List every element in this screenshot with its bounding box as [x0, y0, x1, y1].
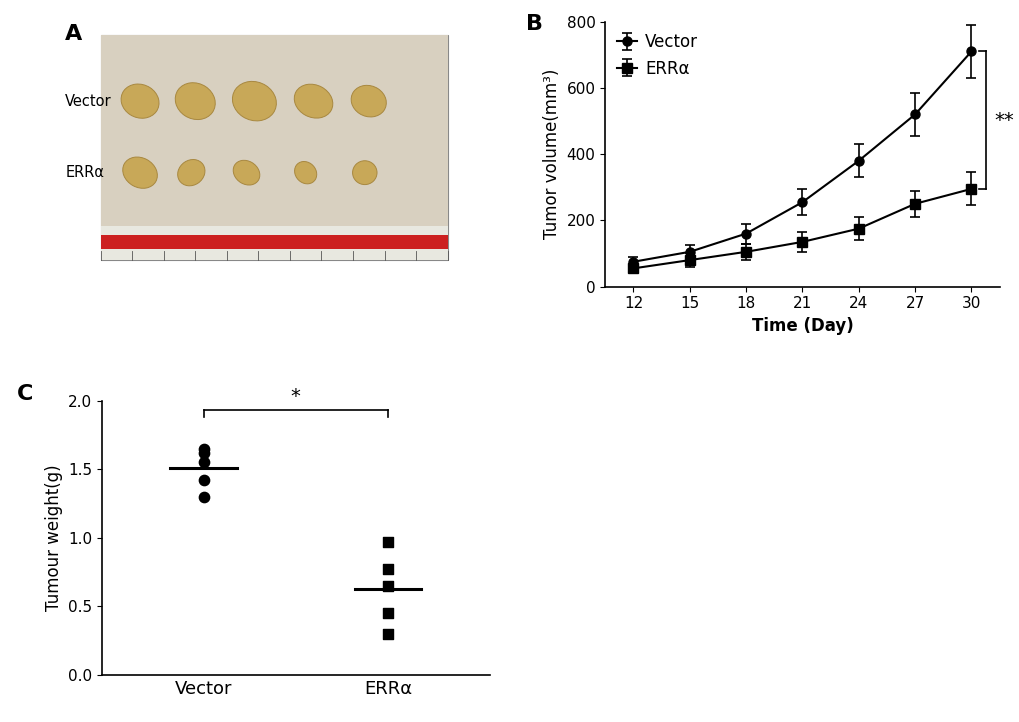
Ellipse shape: [233, 160, 259, 186]
Y-axis label: Tumor volume(mm³): Tumor volume(mm³): [542, 69, 560, 239]
Text: *: *: [290, 387, 301, 406]
Point: [196, 456, 212, 468]
Point: [379, 580, 395, 592]
Ellipse shape: [177, 160, 205, 186]
Text: A: A: [65, 25, 83, 44]
Text: C: C: [16, 384, 33, 404]
Text: Vector: Vector: [65, 94, 112, 108]
Ellipse shape: [121, 84, 159, 118]
Point: [379, 628, 395, 640]
Y-axis label: Tumour weight(g): Tumour weight(g): [45, 464, 62, 612]
Point: [196, 443, 212, 455]
Text: **: **: [993, 110, 1013, 130]
Bar: [101, 35, 447, 228]
Legend: Vector, ERRα: Vector, ERRα: [609, 27, 704, 84]
Point: [379, 564, 395, 575]
Point: [196, 447, 212, 458]
Point: [379, 608, 395, 619]
Ellipse shape: [232, 82, 276, 121]
Ellipse shape: [123, 157, 157, 188]
Ellipse shape: [294, 162, 317, 183]
Text: ERRα: ERRα: [65, 165, 104, 180]
Point: [196, 474, 212, 486]
Bar: [101, 35, 447, 260]
Ellipse shape: [294, 84, 332, 118]
Point: [379, 536, 395, 548]
Bar: [101, 226, 447, 260]
Point: [196, 491, 212, 503]
X-axis label: Time (Day): Time (Day): [751, 317, 853, 335]
Bar: [101, 235, 447, 250]
Ellipse shape: [352, 161, 377, 184]
Text: B: B: [526, 14, 543, 34]
Ellipse shape: [175, 82, 215, 120]
Ellipse shape: [351, 85, 386, 117]
